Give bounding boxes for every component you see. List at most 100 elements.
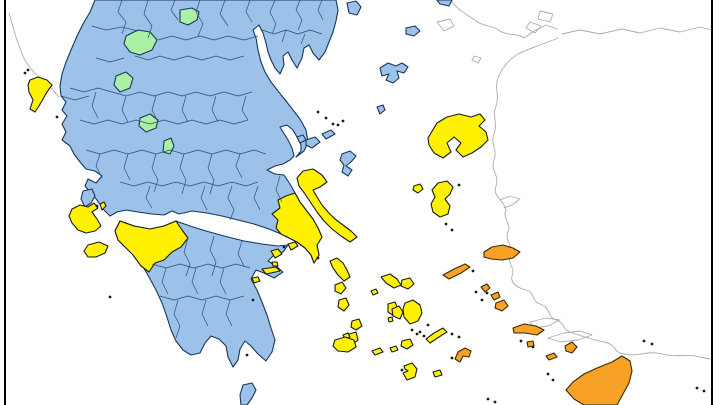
islet-dot bbox=[415, 332, 419, 336]
islet-dot bbox=[493, 400, 497, 404]
gyaros-island bbox=[370, 288, 379, 296]
islet-dot bbox=[55, 115, 59, 119]
albania-coastline bbox=[8, 12, 60, 98]
islet-dot bbox=[486, 397, 490, 401]
samothrace-island bbox=[405, 25, 421, 37]
evia-island bbox=[296, 168, 358, 243]
islet-dot bbox=[245, 353, 249, 357]
islet-dot bbox=[108, 295, 112, 299]
prefecture-borders bbox=[60, 0, 324, 339]
naxos-island bbox=[402, 299, 423, 325]
bozcaada-island-outline bbox=[471, 55, 482, 64]
map-frame-right-border bbox=[711, 0, 713, 405]
islet-dot bbox=[519, 339, 523, 343]
risk-regions bbox=[27, 0, 633, 405]
ithaki-island bbox=[99, 201, 107, 211]
thrace-gallipoli-coastline bbox=[451, 1, 558, 39]
islet-dot bbox=[480, 298, 484, 302]
patmos-island bbox=[480, 283, 491, 293]
milos-island bbox=[332, 336, 357, 353]
kilkis-region bbox=[179, 7, 200, 26]
aegina-island bbox=[270, 248, 283, 259]
islet-dot bbox=[282, 245, 286, 249]
islet-dot bbox=[450, 228, 454, 232]
alonissos-island bbox=[321, 129, 336, 140]
agios-efstratios-island bbox=[376, 104, 386, 115]
islet-dot bbox=[450, 356, 454, 360]
islet-dot bbox=[702, 389, 706, 393]
prefecture-border-lines bbox=[60, 0, 324, 339]
marmara-south-shore bbox=[561, 26, 713, 35]
kos-island bbox=[512, 323, 545, 336]
islet-dot bbox=[444, 222, 448, 226]
islet-dot bbox=[551, 378, 555, 382]
islet-dot bbox=[450, 332, 454, 336]
trikala-region bbox=[138, 113, 159, 133]
paros-island bbox=[391, 305, 404, 320]
islet-dot bbox=[457, 335, 461, 339]
kythira-island bbox=[239, 382, 257, 405]
marmara-island-2 bbox=[525, 21, 542, 34]
sikinos-island bbox=[389, 345, 399, 353]
map-frame-left-border bbox=[4, 0, 6, 405]
islet-dot bbox=[471, 269, 475, 273]
gokceada-island-outline bbox=[436, 18, 455, 32]
hydra-island bbox=[261, 266, 281, 275]
grevena-region bbox=[113, 71, 134, 93]
turkey-west-coastline bbox=[492, 37, 711, 360]
astypalaia-island bbox=[454, 347, 472, 363]
islet-dot bbox=[531, 345, 535, 349]
islet-dot bbox=[426, 323, 430, 327]
islet-dot bbox=[485, 291, 489, 295]
thasos-island bbox=[346, 0, 362, 16]
islet-dot bbox=[422, 334, 426, 338]
kefalonia-island bbox=[68, 202, 102, 234]
islet-dot bbox=[316, 256, 320, 260]
lefkada-island bbox=[80, 188, 96, 208]
skyros-island bbox=[339, 150, 357, 177]
chios-island bbox=[430, 180, 454, 218]
datca-peninsula-outline bbox=[547, 330, 593, 343]
marmara-island bbox=[537, 10, 554, 23]
spetses-island bbox=[251, 276, 261, 284]
kea-island bbox=[334, 281, 347, 295]
islet-dot bbox=[400, 368, 404, 372]
serifos-island bbox=[350, 318, 363, 331]
islet-dot bbox=[324, 116, 328, 120]
islet-dot bbox=[316, 110, 320, 114]
attica-boeotia-region bbox=[271, 192, 323, 264]
thrace-ne-corner bbox=[436, 0, 453, 7]
andros-island bbox=[329, 257, 351, 282]
poros-island bbox=[271, 261, 279, 267]
ikaria-island bbox=[442, 263, 471, 280]
limnos-island bbox=[379, 62, 409, 84]
islet-dot bbox=[251, 298, 255, 302]
islet-dot bbox=[336, 123, 340, 127]
islet-dot bbox=[642, 339, 646, 343]
mykonos-island bbox=[400, 277, 415, 290]
achaia-ilia-region bbox=[114, 220, 189, 273]
rhodes-island bbox=[565, 355, 633, 405]
skopelos-island bbox=[305, 136, 321, 149]
karaburun-peninsula-outline bbox=[499, 195, 521, 209]
lesbos-island bbox=[427, 113, 489, 159]
samos-island bbox=[483, 244, 521, 261]
islet-dot bbox=[410, 328, 414, 332]
zakynthos-island bbox=[83, 241, 109, 258]
tinos-island bbox=[380, 273, 402, 289]
nisyros-island bbox=[526, 340, 535, 348]
islet-dot bbox=[546, 372, 550, 376]
mainland-greece bbox=[59, 0, 339, 264]
leros-island bbox=[490, 291, 501, 301]
antiparos-island bbox=[387, 316, 394, 323]
islet-dots bbox=[23, 68, 706, 404]
folegandros-island bbox=[371, 347, 384, 356]
islet-dot bbox=[331, 122, 335, 126]
santorini-island bbox=[402, 362, 418, 381]
corfu-island bbox=[27, 76, 53, 113]
islet-dot bbox=[23, 71, 27, 75]
islet-dot bbox=[457, 183, 461, 187]
islet-dot bbox=[418, 330, 422, 334]
